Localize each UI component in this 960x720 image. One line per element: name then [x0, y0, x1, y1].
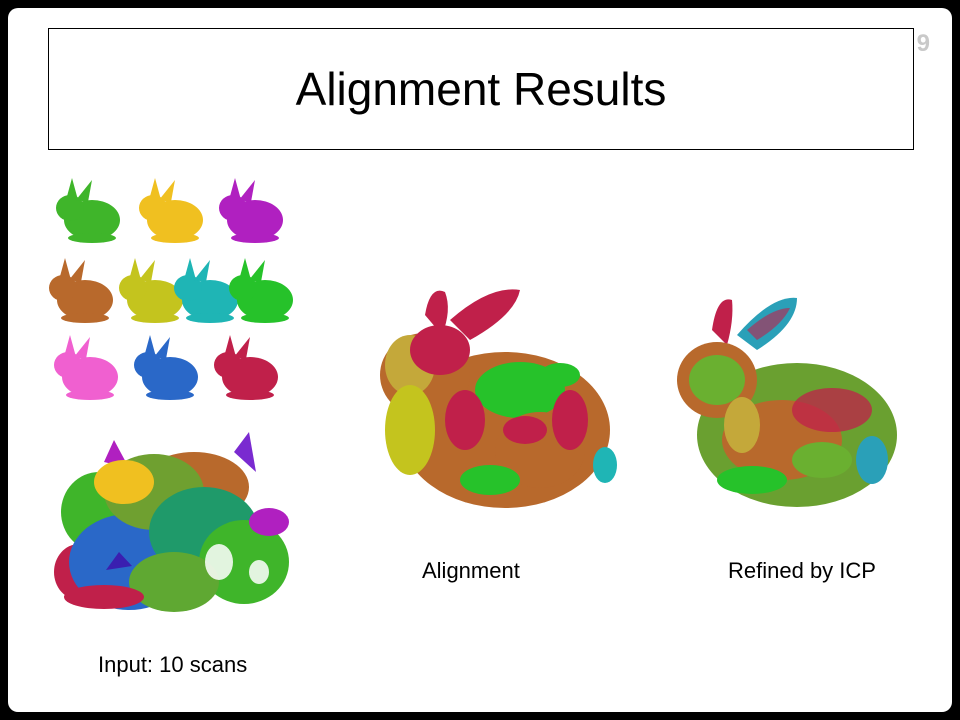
bunny-scan-icon: [49, 258, 113, 323]
bunny-scan-icon: [174, 258, 238, 323]
bunny-scan-icon: [219, 178, 283, 243]
input-scans-pile: [54, 432, 289, 612]
bunny-scan-icon: [134, 335, 198, 400]
bunny-scan-icon: [229, 258, 293, 323]
slide-title: Alignment Results: [295, 63, 667, 115]
title-box: Alignment Results: [48, 28, 914, 150]
alignment-caption: Alignment: [422, 558, 520, 583]
alignment-bunny-image: [380, 289, 617, 508]
page-number: 9: [916, 30, 930, 57]
bunny-scan-icon: [214, 335, 278, 400]
bunny-scan-icon: [139, 178, 203, 243]
bunny-scan-icon: [119, 258, 183, 323]
input-scans-grid: [49, 178, 293, 400]
refined-caption: Refined by ICP: [728, 558, 876, 583]
input-caption: Input: 10 scans: [98, 652, 248, 677]
bunny-scan-icon: [56, 178, 120, 243]
refined-icp-bunny-image: [677, 297, 897, 507]
bunny-scan-icon: [54, 335, 118, 400]
slide: 9 Alignment Results: [8, 8, 952, 712]
